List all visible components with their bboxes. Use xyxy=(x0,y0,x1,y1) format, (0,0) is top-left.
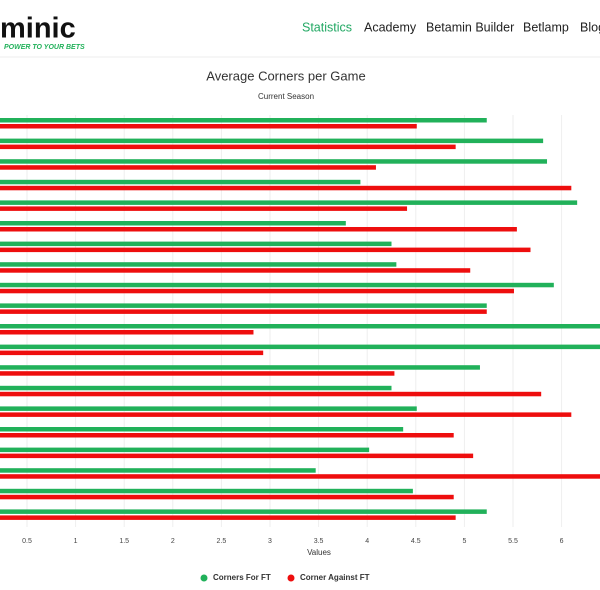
bar xyxy=(0,324,600,329)
bar xyxy=(0,468,316,473)
bar xyxy=(0,371,395,376)
legend-label[interactable]: Corner Against FT xyxy=(300,573,370,582)
bar xyxy=(0,268,471,273)
bar xyxy=(0,385,392,391)
bar xyxy=(0,344,600,350)
bar xyxy=(0,221,346,226)
x-tick-label: 6 xyxy=(560,538,564,545)
bar xyxy=(0,247,531,253)
nav-item[interactable]: Betamin Builder xyxy=(426,20,514,34)
bar xyxy=(0,282,554,288)
bar xyxy=(0,303,487,308)
bar xyxy=(0,185,572,191)
bar xyxy=(0,515,456,520)
bar xyxy=(0,159,548,164)
bar xyxy=(0,427,404,432)
x-tick-label: 2 xyxy=(171,538,175,545)
bar xyxy=(0,509,487,514)
x-tick-label: 4 xyxy=(365,538,369,545)
legend-marker xyxy=(287,574,295,582)
bar xyxy=(0,262,397,267)
bar xyxy=(0,488,413,494)
legend-label[interactable]: Corners For FT xyxy=(213,573,271,582)
legend-marker xyxy=(200,574,208,582)
bar xyxy=(0,288,514,294)
bar xyxy=(0,433,454,438)
bar xyxy=(0,138,544,144)
bar xyxy=(0,144,456,150)
x-tick-label: 5 xyxy=(462,538,466,545)
nav-item[interactable]: Academy xyxy=(364,20,417,34)
nav-item[interactable]: Betlamp xyxy=(523,20,569,34)
tagline: POWER TO YOUR BETS xyxy=(4,44,85,51)
bar xyxy=(0,494,454,500)
nav: Statistics Academy Betamin Builder Betlamp B… xyxy=(302,20,600,34)
bar xyxy=(0,330,254,335)
nav-item[interactable]: Statistics xyxy=(302,20,352,34)
nav-item[interactable]: Blog xyxy=(580,20,600,34)
x-tick-label: 1 xyxy=(74,538,78,545)
bar xyxy=(0,474,600,479)
bar xyxy=(0,200,578,205)
bar xyxy=(0,406,417,411)
x-tick-label: 4.5 xyxy=(411,538,421,545)
bar xyxy=(0,391,542,397)
bar xyxy=(0,124,417,129)
x-tick-label: 1.5 xyxy=(119,538,129,545)
bar xyxy=(0,309,487,314)
x-axis-label: Values xyxy=(307,548,331,557)
bar xyxy=(0,118,487,123)
chart-subtitle: Current Season xyxy=(258,92,314,101)
bar xyxy=(0,412,572,417)
logo[interactable]: minic xyxy=(0,13,76,45)
bar xyxy=(0,241,392,247)
x-tick-label: 3 xyxy=(268,538,272,545)
bar xyxy=(0,447,370,453)
x-tick-label: 3.5 xyxy=(314,538,324,545)
chart-title: Average Corners per Game xyxy=(206,68,365,83)
x-tick-label: 5.5 xyxy=(508,538,518,545)
bar xyxy=(0,206,408,211)
bar xyxy=(0,227,517,232)
bar xyxy=(0,365,480,370)
x-tick-label: 2.5 xyxy=(217,538,227,545)
x-tick-label: 0.5 xyxy=(22,538,32,545)
bar xyxy=(0,453,474,459)
bar xyxy=(0,165,376,170)
bar xyxy=(0,350,264,356)
bar xyxy=(0,179,361,185)
